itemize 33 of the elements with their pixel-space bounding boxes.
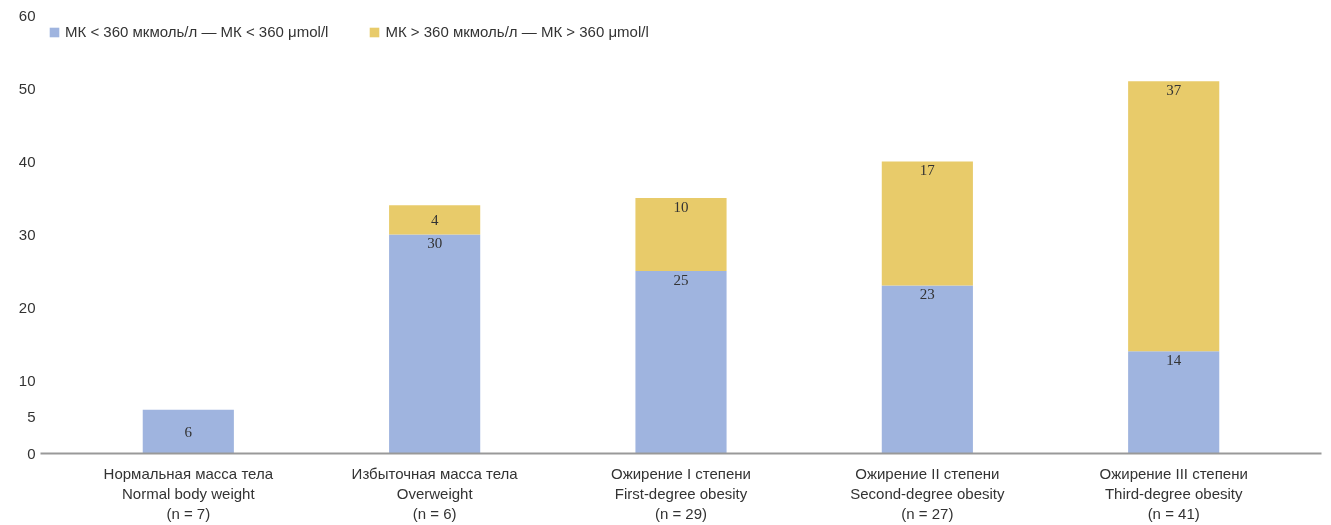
bar bbox=[881, 161, 973, 286]
data-label: 30 bbox=[427, 235, 443, 252]
bar bbox=[635, 198, 727, 271]
data-label: 17 bbox=[919, 162, 936, 179]
data-label: 23 bbox=[919, 286, 935, 303]
bar bbox=[635, 271, 727, 454]
data-label: 37 bbox=[1166, 81, 1182, 98]
y-tick-label: 50 bbox=[18, 79, 36, 97]
bar bbox=[389, 205, 481, 235]
y-tick-label: 30 bbox=[18, 225, 36, 243]
y-tick-label: 60 bbox=[18, 6, 36, 24]
bar bbox=[881, 285, 973, 454]
legend-label: МК < 360 мкмоль/л — МК < 360 μmol/l bbox=[65, 23, 329, 40]
y-tick-label: 40 bbox=[18, 152, 36, 170]
y-tick-label: 10 bbox=[18, 371, 36, 389]
legend-label: МК > 360 мкмоль/л — МК > 360 μmol/l bbox=[385, 23, 649, 40]
data-label: 14 bbox=[1166, 352, 1182, 369]
data-label: 4 bbox=[430, 211, 439, 228]
x-tick-label: Ожирение III степени Third-degree obesity (n = 41) bbox=[1099, 464, 1248, 523]
data-label: 25 bbox=[673, 271, 689, 288]
x-tick-label: Ожирение I степени First-degree obesity (n = 29) bbox=[611, 464, 751, 523]
bar bbox=[1128, 351, 1220, 454]
x-tick-label: Нормальная масса тела Normal body weight (n = 7) bbox=[103, 464, 274, 523]
y-tick-label: 5 bbox=[27, 408, 36, 425]
data-label: 10 bbox=[673, 198, 689, 215]
y-tick-label: 0 bbox=[27, 444, 36, 462]
x-tick-label: Избыточная масса тела Overweight (n = 6) bbox=[351, 464, 519, 523]
y-tick-label: 20 bbox=[18, 298, 36, 316]
bar bbox=[389, 234, 481, 454]
bar bbox=[1128, 81, 1220, 352]
data-label: 6 bbox=[184, 423, 193, 440]
bar bbox=[142, 409, 234, 454]
x-tick-label: Ожирение II степени Second-degree obesity (n = 27) bbox=[850, 464, 1005, 523]
